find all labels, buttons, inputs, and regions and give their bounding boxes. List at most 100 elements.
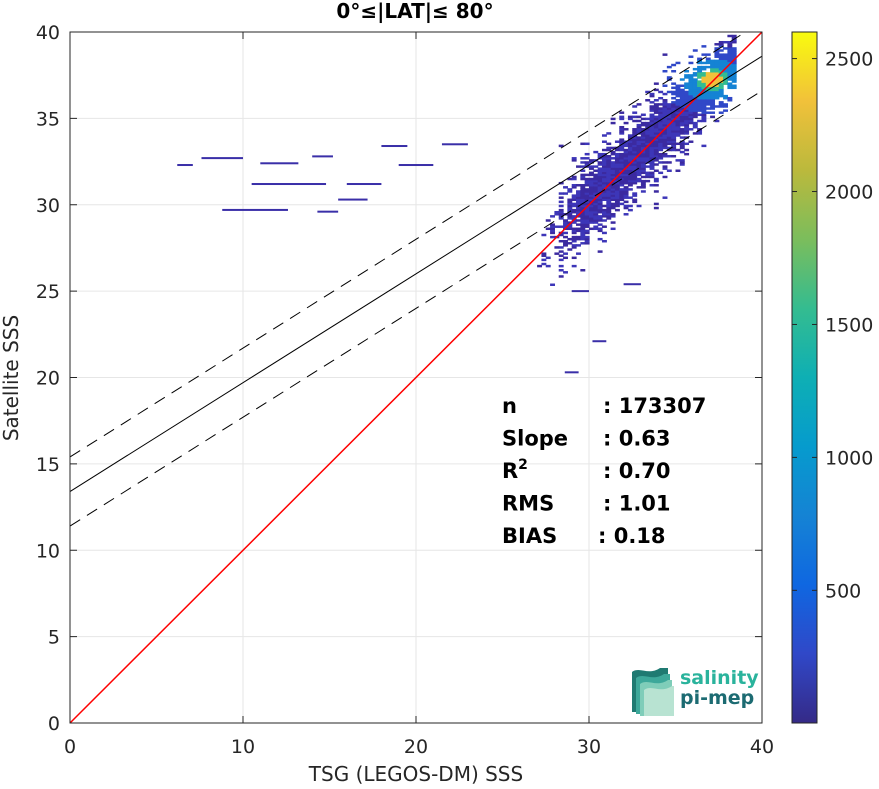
density-cell bbox=[606, 198, 612, 202]
density-cell bbox=[597, 177, 603, 181]
density-cell bbox=[554, 213, 560, 216]
density-cell bbox=[692, 115, 698, 119]
density-cell bbox=[632, 181, 638, 185]
density-cell bbox=[714, 65, 720, 69]
density-cell bbox=[714, 53, 720, 56]
density-cell bbox=[649, 125, 655, 129]
density-cell bbox=[589, 192, 594, 195]
density-cell bbox=[614, 152, 620, 156]
density-cell bbox=[727, 72, 733, 75]
density-cell bbox=[619, 148, 625, 152]
density-cell bbox=[619, 190, 625, 193]
density-cell bbox=[718, 92, 724, 96]
density-cell bbox=[688, 140, 694, 143]
density-cell bbox=[584, 161, 590, 164]
density-cell bbox=[714, 72, 720, 75]
density-cell bbox=[571, 256, 577, 260]
density-cell bbox=[567, 204, 573, 208]
density-cell bbox=[567, 200, 573, 204]
density-cell bbox=[576, 237, 581, 241]
density-cell bbox=[558, 225, 564, 228]
density-cell bbox=[645, 173, 651, 177]
density-cell bbox=[723, 82, 728, 85]
density-cell bbox=[619, 125, 625, 129]
density-cell bbox=[584, 202, 590, 206]
density-cell bbox=[558, 213, 564, 216]
density-cell bbox=[558, 200, 564, 204]
density-cell bbox=[675, 88, 681, 92]
y-tick-label: 35 bbox=[36, 108, 60, 130]
logo-text-salinity: salinity bbox=[680, 667, 759, 689]
density-cell bbox=[662, 142, 668, 146]
density-cell bbox=[597, 237, 603, 241]
density-cell bbox=[675, 119, 681, 123]
density-cell bbox=[671, 82, 677, 85]
density-cell bbox=[662, 136, 668, 139]
density-cell bbox=[731, 84, 737, 87]
density-cell bbox=[614, 190, 620, 193]
density-cell bbox=[623, 169, 629, 172]
density-cell bbox=[649, 148, 655, 152]
density-cell bbox=[571, 194, 577, 197]
density-cell bbox=[636, 165, 642, 168]
density-cell bbox=[727, 86, 733, 90]
density-cell bbox=[597, 206, 603, 210]
density-cell bbox=[593, 150, 599, 154]
density-cell bbox=[593, 204, 599, 208]
density-cell bbox=[688, 115, 694, 119]
density-cell bbox=[636, 159, 642, 162]
density-cell bbox=[589, 190, 594, 193]
density-cell bbox=[679, 92, 685, 96]
density-cell bbox=[731, 47, 737, 50]
density-cell bbox=[666, 109, 672, 112]
density-cell bbox=[610, 192, 616, 195]
density-cell bbox=[653, 107, 659, 110]
regression-lines bbox=[69, 31, 763, 724]
density-cell bbox=[584, 152, 590, 156]
density-cell bbox=[701, 99, 707, 102]
density-cell bbox=[567, 213, 573, 216]
density-cell bbox=[679, 96, 685, 100]
density-cell bbox=[718, 65, 724, 69]
density-cell bbox=[584, 242, 590, 245]
density-cell bbox=[601, 175, 607, 179]
density-cell bbox=[731, 65, 737, 69]
density-cell bbox=[589, 184, 594, 187]
density-cell bbox=[710, 82, 716, 85]
x-tick-label: 30 bbox=[577, 736, 601, 758]
density-cell bbox=[640, 146, 646, 150]
density-cell bbox=[705, 99, 711, 102]
density-cell bbox=[714, 84, 720, 87]
density-cell bbox=[597, 186, 603, 189]
density-cell bbox=[571, 264, 577, 268]
density-cell bbox=[727, 78, 733, 81]
density-cell bbox=[731, 80, 737, 83]
density-cell bbox=[627, 146, 633, 150]
density-cell bbox=[714, 47, 720, 50]
density-cell bbox=[593, 192, 599, 195]
density-cell bbox=[636, 161, 642, 164]
density-cell bbox=[610, 117, 616, 121]
density-cell bbox=[597, 154, 603, 158]
density-cell bbox=[658, 125, 664, 129]
density-cell bbox=[727, 74, 733, 77]
density-cell bbox=[589, 165, 594, 168]
density-cell bbox=[662, 53, 668, 56]
density-cell bbox=[610, 121, 616, 125]
density-cell bbox=[584, 196, 590, 199]
colorbar-tick-label: 2000 bbox=[825, 182, 873, 204]
density-cell bbox=[649, 136, 655, 139]
density-cell bbox=[606, 161, 612, 164]
density-cell bbox=[710, 61, 716, 65]
density-cell bbox=[645, 132, 651, 135]
density-cell bbox=[662, 152, 668, 156]
density-cell bbox=[606, 196, 612, 199]
density-cell bbox=[632, 152, 638, 156]
density-cell bbox=[692, 74, 698, 77]
density-cell bbox=[701, 115, 707, 119]
density-cell bbox=[627, 140, 633, 143]
density-cell bbox=[653, 179, 659, 183]
density-cell bbox=[697, 119, 703, 123]
density-cell bbox=[723, 59, 728, 63]
stat-label: RMS bbox=[502, 492, 554, 516]
